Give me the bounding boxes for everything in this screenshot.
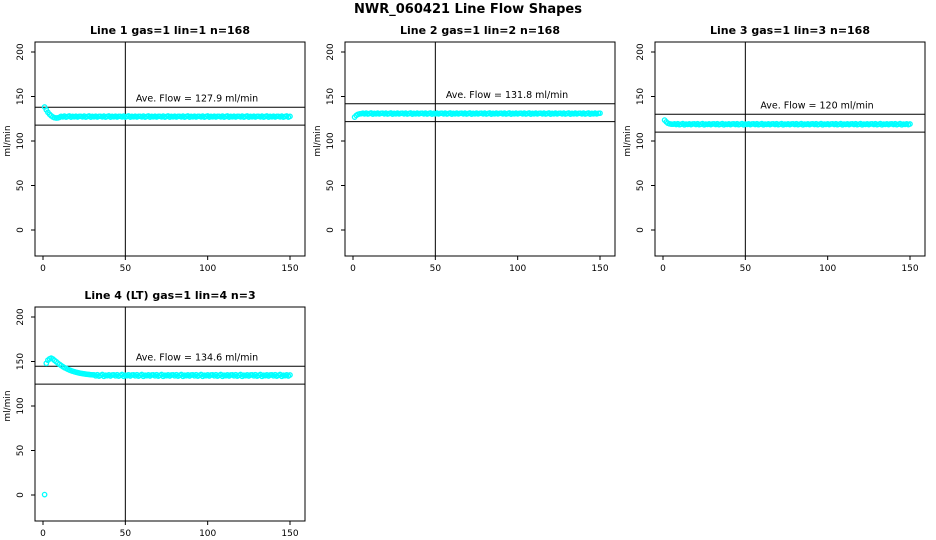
y-tick-label: 150 (16, 88, 26, 105)
panel-title: Line 1 gas=1 lin=1 n=168 (90, 24, 250, 37)
x-tick-label: 50 (120, 264, 132, 274)
x-tick-label: 0 (40, 529, 46, 539)
panel-3-plot: Line 3 gas=1 lin=3 n=168 0 50 100 150 200 0 50 1… (623, 24, 926, 274)
data-point (287, 372, 293, 378)
y-tick-label: 0 (326, 227, 336, 233)
x-tick-label: 50 (120, 529, 132, 539)
panel-title: Line 3 gas=1 lin=3 n=168 (710, 24, 870, 37)
data-point (907, 121, 913, 127)
panel-2: Line 2 gas=1 lin=2 n=168 0 50 100 150 200 0 50 1… (310, 20, 626, 289)
ave-flow-annotation: Ave. Flow = 131.8 ml/min (446, 90, 568, 101)
y-tick-label: 0 (636, 227, 646, 233)
plot-box (344, 41, 616, 257)
data-point (597, 110, 603, 117)
x-tick-label: 150 (281, 529, 298, 539)
data-series (351, 110, 603, 120)
y-tick-label: 150 (16, 353, 26, 370)
y-tick-label: 150 (636, 88, 646, 105)
x-tick-label: 150 (281, 264, 298, 274)
plot-box (34, 306, 306, 522)
panel-1-plot: Line 1 gas=1 lin=1 n=168 0 50 100 150 200 0 50 1… (3, 24, 306, 274)
panel-3: Line 3 gas=1 lin=3 n=168 0 50 100 150 200 0 50 1… (620, 20, 936, 289)
panel-4-plot: Line 4 (LT) gas=1 lin=4 n=3 0 50 100 150 200 0… (3, 289, 306, 539)
data-series (661, 117, 913, 128)
data-point (41, 491, 48, 498)
panel-title: Line 4 (LT) gas=1 lin=4 n=3 (84, 289, 255, 302)
y-axis-label: ml/min (623, 125, 633, 156)
y-axis-label: ml/min (3, 390, 13, 421)
figure-title: NWR_060421 Line Flow Shapes (354, 2, 582, 17)
plot-box (654, 41, 926, 257)
y-tick-label: 150 (326, 88, 336, 105)
y-tick-label: 0 (16, 227, 26, 233)
y-tick-label: 200 (326, 43, 336, 60)
y-tick-label: 100 (326, 132, 336, 149)
ave-flow-annotation: Ave. Flow = 120 ml/min (760, 100, 873, 111)
y-tick-label: 200 (16, 43, 26, 60)
y-tick-label: 0 (16, 492, 26, 498)
data-series (41, 104, 293, 121)
x-tick-label: 150 (901, 264, 918, 274)
y-tick-label: 100 (16, 397, 26, 414)
y-tick-label: 50 (16, 445, 26, 457)
x-tick-label: 100 (199, 529, 216, 539)
y-tick-label: 100 (16, 132, 26, 149)
y-axis-label: ml/min (3, 125, 13, 156)
y-axis-label: ml/min (313, 125, 323, 156)
y-tick-label: 100 (636, 132, 646, 149)
y-tick-label: 50 (326, 180, 336, 192)
y-tick-label: 50 (636, 180, 646, 192)
panel-4: Line 4 (LT) gas=1 lin=4 n=3 0 50 100 150 200 0… (0, 285, 316, 540)
x-tick-label: 0 (660, 264, 666, 274)
x-tick-label: 100 (199, 264, 216, 274)
panel-title: Line 2 gas=1 lin=2 n=168 (400, 24, 560, 37)
panel-2-plot: Line 2 gas=1 lin=2 n=168 0 50 100 150 200 0 50 1… (313, 24, 616, 274)
x-tick-label: 100 (509, 264, 526, 274)
ave-flow-annotation: Ave. Flow = 134.6 ml/min (136, 352, 258, 363)
x-tick-label: 50 (430, 264, 442, 274)
data-series (41, 355, 293, 498)
x-tick-label: 0 (40, 264, 46, 274)
x-tick-label: 150 (591, 264, 608, 274)
y-tick-label: 200 (16, 308, 26, 325)
ave-flow-annotation: Ave. Flow = 127.9 ml/min (136, 93, 258, 104)
x-tick-label: 100 (819, 264, 836, 274)
data-point (287, 113, 293, 120)
x-tick-label: 50 (740, 264, 752, 274)
panel-1: Line 1 gas=1 lin=1 n=168 0 50 100 150 200 0 50 1… (0, 20, 316, 289)
y-tick-label: 200 (636, 43, 646, 60)
x-tick-label: 0 (350, 264, 356, 274)
y-tick-label: 50 (16, 180, 26, 192)
plot-box (34, 41, 306, 257)
